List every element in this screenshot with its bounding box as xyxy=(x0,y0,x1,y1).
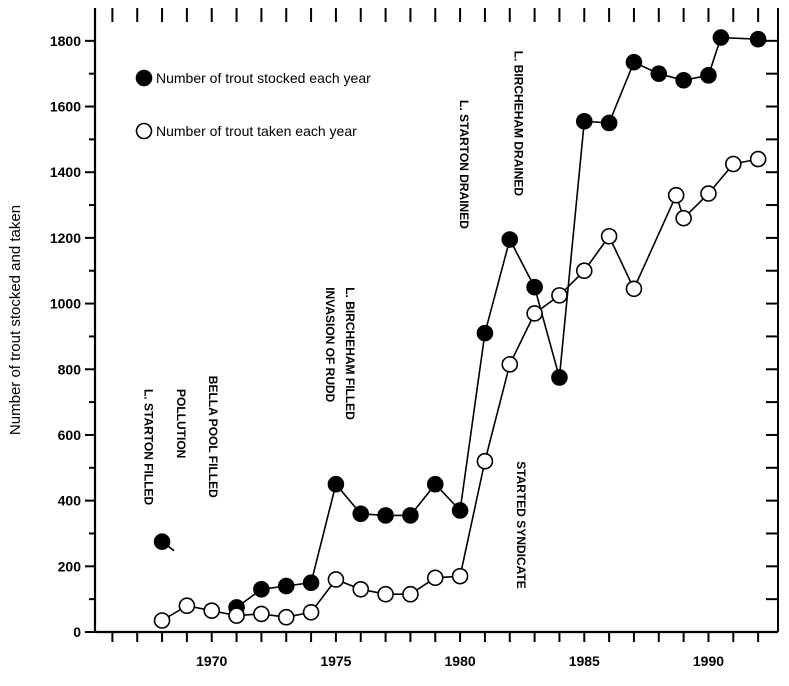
taken-point xyxy=(575,262,593,280)
stocked-point xyxy=(650,65,668,82)
axes: 1970 1975 1980 1985 1990 0 200 400 600 800 1000 120… xyxy=(50,8,779,669)
stocked-point xyxy=(253,581,270,598)
annotation: L. STARTON FILLED xyxy=(142,389,156,506)
annotation: POLLUTION xyxy=(174,389,188,458)
taken-point xyxy=(253,605,270,623)
taken-point xyxy=(724,155,742,173)
taken-point xyxy=(675,209,692,227)
taken-point xyxy=(600,227,618,245)
stocked-point xyxy=(749,30,767,48)
taken-point xyxy=(625,280,643,298)
y-tick-label: 800 xyxy=(58,361,82,377)
annotations: L. STARTON FILLED POLLUTION BELLA POOL FIL… xyxy=(142,51,529,589)
annotation: L. BIRCHEHAM DRAINED xyxy=(512,51,526,197)
annotation: STARTED SYNDICATE xyxy=(514,461,528,589)
y-tick-label: 400 xyxy=(58,493,82,509)
y-axis-title: Number of trout stocked and taken xyxy=(7,205,24,435)
taken-point xyxy=(402,585,419,603)
x-tick-label: 1975 xyxy=(320,653,351,669)
legend-marker xyxy=(135,69,153,87)
stocked-point xyxy=(600,114,618,132)
stocked-point xyxy=(277,577,295,595)
taken-point xyxy=(501,356,519,373)
series-layer xyxy=(153,29,767,629)
stocked-point xyxy=(451,502,469,519)
y-tick-label: 1000 xyxy=(50,296,81,312)
x-tick-label: 1985 xyxy=(569,653,600,669)
y-tick-label: 600 xyxy=(58,427,82,443)
taken-point xyxy=(426,569,444,587)
stocked-point xyxy=(352,505,370,523)
taken-point xyxy=(228,607,245,624)
taken-point xyxy=(700,185,717,202)
stocked-point-tail xyxy=(161,541,175,552)
stocked-point xyxy=(575,113,593,130)
stocked-point xyxy=(551,369,568,386)
taken-point xyxy=(667,186,685,204)
stocked-point xyxy=(302,574,320,592)
annotation: L. STARTON DRAINED xyxy=(457,100,471,229)
x-tick-label: 1980 xyxy=(445,653,476,669)
legend-label: Number of trout stocked each year xyxy=(156,70,371,86)
taken-point xyxy=(327,571,345,588)
stocked-point xyxy=(476,324,494,342)
taken-point xyxy=(451,567,469,585)
y-tick-label: 1400 xyxy=(50,164,81,180)
taken-point xyxy=(277,608,295,626)
taken-point xyxy=(476,452,494,470)
y-tick-label: 200 xyxy=(58,558,82,574)
y-tick-label: 0 xyxy=(73,624,81,640)
stocked-point xyxy=(712,29,730,46)
stocked-point xyxy=(700,67,717,84)
annotation: L. BIRCHEHAM FILLED xyxy=(343,287,357,420)
y-tick-label: 1600 xyxy=(50,99,81,115)
y-tick-label: 1800 xyxy=(50,33,81,49)
taken-point xyxy=(551,287,568,304)
taken-point xyxy=(377,585,394,603)
stocked-point xyxy=(327,475,345,493)
taken-point xyxy=(749,150,767,168)
taken-point xyxy=(153,612,171,629)
taken-point xyxy=(352,581,370,598)
stocked-point xyxy=(501,231,519,248)
x-tick-label: 1990 xyxy=(693,653,724,669)
stocked-point xyxy=(675,71,692,89)
series-1 xyxy=(153,29,767,616)
legend-marker xyxy=(135,122,153,140)
stocked-point xyxy=(526,278,543,296)
taken-point xyxy=(203,602,221,619)
stocked-point xyxy=(625,53,643,71)
taken-point xyxy=(526,305,543,322)
taken-point xyxy=(302,603,320,621)
stocked-point xyxy=(426,475,444,493)
taken-point xyxy=(178,597,196,615)
legend-label: Number of trout taken each year xyxy=(156,123,357,139)
series-line xyxy=(236,36,759,609)
legend: Number of trout stocked each year Number … xyxy=(135,69,371,140)
series-2 xyxy=(153,150,767,629)
stocked-point xyxy=(402,507,419,524)
y-tick-label: 1200 xyxy=(50,230,81,246)
annotation: BELLA POOL FILLED xyxy=(206,376,220,498)
x-tick-label: 1970 xyxy=(196,653,227,669)
stocked-point xyxy=(377,507,394,524)
annotation: INVASION OF RUDD xyxy=(323,287,337,402)
